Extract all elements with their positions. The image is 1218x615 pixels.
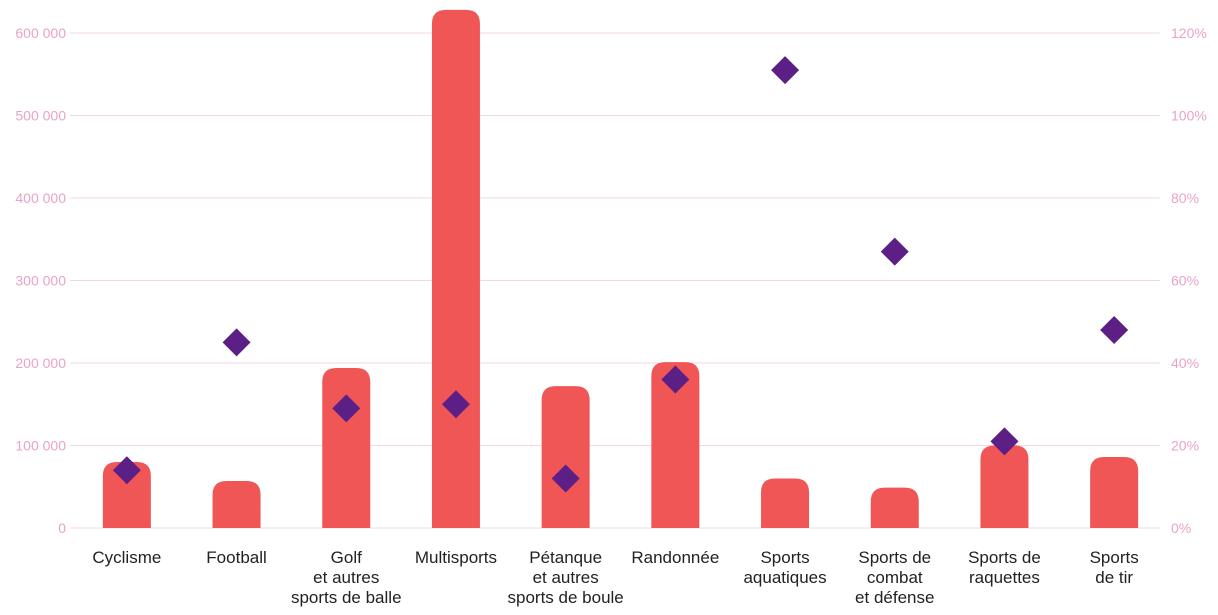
category-label: Pétanque et autres sports de boule (508, 548, 624, 607)
category-label: Football (206, 548, 266, 567)
right-tick-label: 60% (1171, 273, 1199, 289)
diamond-marker (880, 237, 909, 266)
diamond-marker (551, 464, 580, 493)
category-label: Sports de tir (1090, 548, 1139, 587)
category-label: Multisports (415, 548, 497, 567)
right-tick-label: 80% (1171, 190, 1199, 206)
category-label: Sports aquatiques (743, 548, 826, 587)
bar (322, 367, 371, 528)
right-y-axis: 0% 20% 40% 60% 80% 100% 120% (1171, 25, 1207, 536)
diamond-marker (661, 365, 690, 394)
bar (431, 9, 480, 528)
bar-series (102, 9, 1139, 528)
bar (1090, 457, 1139, 528)
left-y-axis: 0 100 000 200 000 300 000 400 000 500 000 600 … (15, 25, 66, 536)
diamond-marker (990, 427, 1019, 456)
left-tick-label: 600 000 (15, 25, 66, 41)
bar (980, 445, 1029, 528)
category-label: Cyclisme (92, 548, 161, 567)
bar (541, 386, 590, 528)
category-label: Golf et autres sports de balle (291, 548, 402, 607)
right-tick-label: 100% (1171, 108, 1207, 124)
grid-lines (70, 32, 1160, 529)
right-tick-label: 20% (1171, 438, 1199, 454)
diamond-marker (332, 394, 361, 423)
diamond-marker (112, 456, 141, 485)
diamond-marker (1100, 316, 1129, 344)
right-tick-label: 120% (1171, 25, 1207, 41)
bar (651, 362, 700, 528)
bar (102, 462, 151, 528)
diamond-marker (771, 56, 800, 85)
bar (212, 480, 261, 528)
bar (870, 487, 919, 528)
left-tick-label: 500 000 (15, 108, 66, 124)
right-tick-label: 0% (1171, 520, 1191, 536)
diamond-marker (441, 390, 470, 419)
bar (761, 478, 810, 528)
left-tick-label: 100 000 (15, 438, 66, 454)
category-label: Randonnée (631, 548, 719, 567)
right-tick-label: 40% (1171, 355, 1199, 371)
diamond-series (112, 56, 1129, 493)
category-axis: Cyclisme Football Golf et autres sports de b… (92, 548, 1138, 607)
diamond-marker (222, 328, 251, 357)
left-tick-label: 0 (58, 520, 66, 536)
category-label: Sports de combat et défense (855, 548, 934, 607)
left-tick-label: 200 000 (15, 355, 66, 371)
left-tick-label: 400 000 (15, 190, 66, 206)
category-label: Sports de raquettes (968, 548, 1041, 587)
left-tick-label: 300 000 (15, 273, 66, 289)
